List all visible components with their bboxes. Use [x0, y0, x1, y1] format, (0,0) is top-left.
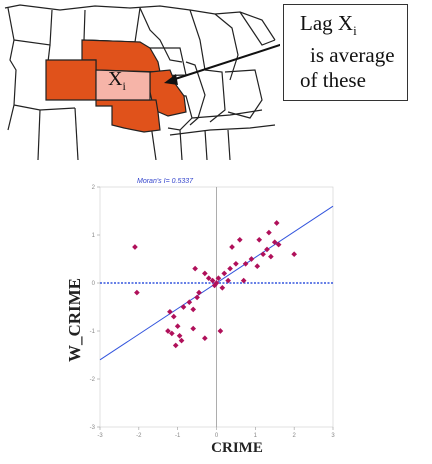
callout-line1-text: Lag X — [300, 11, 354, 35]
scatter-point — [132, 244, 138, 250]
scatter-point — [180, 304, 187, 310]
scatter-point — [202, 335, 208, 342]
xi-main-text: X — [108, 68, 123, 90]
x-tick-label: 1 — [254, 433, 258, 439]
y-tick-label: 0 — [92, 281, 96, 287]
scatter-point — [217, 328, 224, 334]
moran-scatter-panel: Moran's I= 0.5337 -3 -2 -1 0 1 2 3 -3 -2 -1 0 1 2 CR… — [0, 165, 432, 464]
scatter-point — [275, 241, 282, 248]
callout-arrow — [164, 43, 280, 85]
y-tick-label: 1 — [92, 233, 96, 239]
scatter-point — [221, 270, 228, 277]
scatter-point — [248, 256, 255, 262]
neighbor-states — [45, 39, 187, 133]
scatter-point — [236, 236, 243, 243]
scatter-point — [172, 342, 179, 349]
moran-scatter-chart: Moran's I= 0.5337 -3 -2 -1 0 1 2 3 -3 -2 -1 0 1 2 CR… — [65, 178, 336, 456]
scatter-point — [196, 289, 202, 296]
y-tick-label: 2 — [92, 185, 96, 191]
scatter-point — [170, 313, 177, 320]
scatter-point — [264, 246, 270, 253]
scatter-point — [215, 275, 222, 282]
scatter-point — [205, 275, 212, 282]
scatter-point — [291, 251, 297, 258]
lag-callout-box: Lag Xi is average of these — [283, 4, 408, 101]
missouri-region — [149, 69, 187, 117]
plot-layer: -3 -2 -1 0 1 2 3 -3 -2 -1 0 1 2 — [90, 185, 336, 439]
x-axis-title: CRIME — [211, 440, 263, 456]
scatter-point — [192, 265, 198, 272]
x-tick-label: 0 — [215, 433, 219, 439]
colorado-region — [45, 59, 97, 101]
chart-title: Moran's I= 0.5337 — [137, 178, 194, 185]
x-tick-label: -1 — [175, 433, 181, 439]
x-tick-label: 2 — [292, 433, 296, 439]
scatter-point — [273, 220, 280, 226]
scatter-point — [190, 306, 197, 313]
y-axis-title: W_CRIME — [65, 278, 84, 362]
scatter-point — [256, 236, 263, 243]
scatter-point — [229, 244, 235, 250]
y-tick-label: -2 — [90, 377, 96, 383]
scatter-point — [186, 299, 193, 306]
callout-line1-subscript: i — [353, 23, 357, 39]
scatter-point — [233, 260, 239, 267]
x-tick-label: 3 — [331, 433, 335, 439]
xi-subscript: i — [122, 79, 126, 93]
scatter-point — [266, 229, 272, 236]
x-tick-label: -2 — [136, 433, 142, 439]
scatter-point — [268, 253, 274, 260]
scatter-point — [213, 280, 220, 286]
scatter-point — [167, 308, 173, 315]
scatter-point — [174, 323, 181, 330]
callout-line3-text: of these — [300, 68, 366, 93]
scatter-point — [219, 284, 226, 291]
scatter-point — [165, 328, 171, 334]
y-tick-label: -1 — [90, 329, 96, 335]
scatter-point — [134, 289, 140, 296]
scatter-point — [254, 263, 261, 270]
scatter-point — [202, 270, 208, 277]
scatter-point — [227, 265, 233, 272]
state-map — [4, 4, 280, 160]
scatter-point — [178, 337, 185, 344]
kansas-focal-region — [95, 69, 151, 101]
scatter-point — [169, 330, 175, 337]
y-tick-label: -3 — [90, 425, 96, 431]
scatter-point — [271, 239, 278, 246]
scatter-point — [190, 325, 197, 332]
callout-line2-text: is average — [310, 43, 395, 68]
oklahoma-region — [95, 99, 161, 133]
scatter-point — [194, 294, 200, 301]
focal-xi-label: Xi — [108, 68, 126, 94]
scatter-point — [260, 251, 266, 258]
x-tick-label: -3 — [97, 433, 103, 439]
scatter-point — [176, 332, 183, 339]
map-panel: Xi Lag Xi is average of these — [0, 0, 432, 160]
scatter-point — [242, 260, 249, 267]
